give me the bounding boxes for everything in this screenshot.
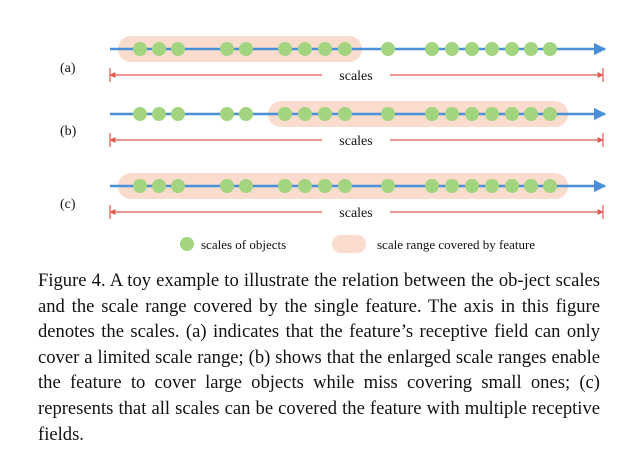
scales-label: scales <box>339 134 372 149</box>
legend-dot-swatch <box>180 237 194 251</box>
object-dot <box>381 42 395 56</box>
object-dot <box>278 42 292 56</box>
object-dot <box>298 179 312 193</box>
object-dot <box>152 107 166 121</box>
object-dot <box>524 179 538 193</box>
row-label: (c) <box>60 197 76 212</box>
object-dots <box>133 42 557 56</box>
object-dots <box>133 107 557 121</box>
figure-caption: Figure 4. A toy example to illustrate th… <box>38 270 600 445</box>
row-label: (a) <box>60 61 76 76</box>
row-b: (b) scales <box>60 101 607 149</box>
object-dot <box>465 179 479 193</box>
legend-range-swatch <box>332 235 366 253</box>
object-dot <box>338 179 352 193</box>
object-dot <box>445 179 459 193</box>
object-dot <box>338 107 352 121</box>
object-dot <box>318 42 332 56</box>
legend-range-label: scale range covered by feature <box>377 237 535 252</box>
object-dot <box>220 179 234 193</box>
object-dot <box>318 107 332 121</box>
legend-objects-label: scales of objects <box>201 237 286 252</box>
object-dot <box>152 179 166 193</box>
object-dot <box>239 42 253 56</box>
object-dot <box>133 179 147 193</box>
object-dot <box>220 107 234 121</box>
object-dot <box>318 179 332 193</box>
legend: scales of objects scale range covered by… <box>180 235 535 253</box>
object-dot <box>505 42 519 56</box>
object-dot <box>239 107 253 121</box>
object-dots <box>133 179 557 193</box>
object-dot <box>381 107 395 121</box>
object-dot <box>485 179 499 193</box>
object-dot <box>171 42 185 56</box>
object-dot <box>543 107 557 121</box>
object-dot <box>465 42 479 56</box>
object-dot <box>133 107 147 121</box>
object-dot <box>425 107 439 121</box>
object-dot <box>278 179 292 193</box>
object-dot <box>133 42 147 56</box>
figure-diagram: (a) scales (b) <box>60 36 607 253</box>
object-dot <box>381 179 395 193</box>
object-dot <box>171 107 185 121</box>
scales-label: scales <box>339 69 372 84</box>
object-dot <box>239 179 253 193</box>
object-dot <box>485 107 499 121</box>
row-a: (a) scales <box>60 36 607 84</box>
object-dot <box>465 107 479 121</box>
row-c: (c) scales <box>60 173 607 221</box>
object-dot <box>152 42 166 56</box>
scales-label: scales <box>339 206 372 221</box>
object-dot <box>278 107 292 121</box>
object-dot <box>298 107 312 121</box>
object-dot <box>338 42 352 56</box>
object-dot <box>445 42 459 56</box>
object-dot <box>445 107 459 121</box>
object-dot <box>220 42 234 56</box>
object-dot <box>543 42 557 56</box>
object-dot <box>298 42 312 56</box>
object-dot <box>485 42 499 56</box>
object-dot <box>524 42 538 56</box>
object-dot <box>524 107 538 121</box>
object-dot <box>505 107 519 121</box>
object-dot <box>425 42 439 56</box>
object-dot <box>425 179 439 193</box>
row-label: (b) <box>60 124 77 139</box>
object-dot <box>543 179 557 193</box>
object-dot <box>171 179 185 193</box>
object-dot <box>505 179 519 193</box>
